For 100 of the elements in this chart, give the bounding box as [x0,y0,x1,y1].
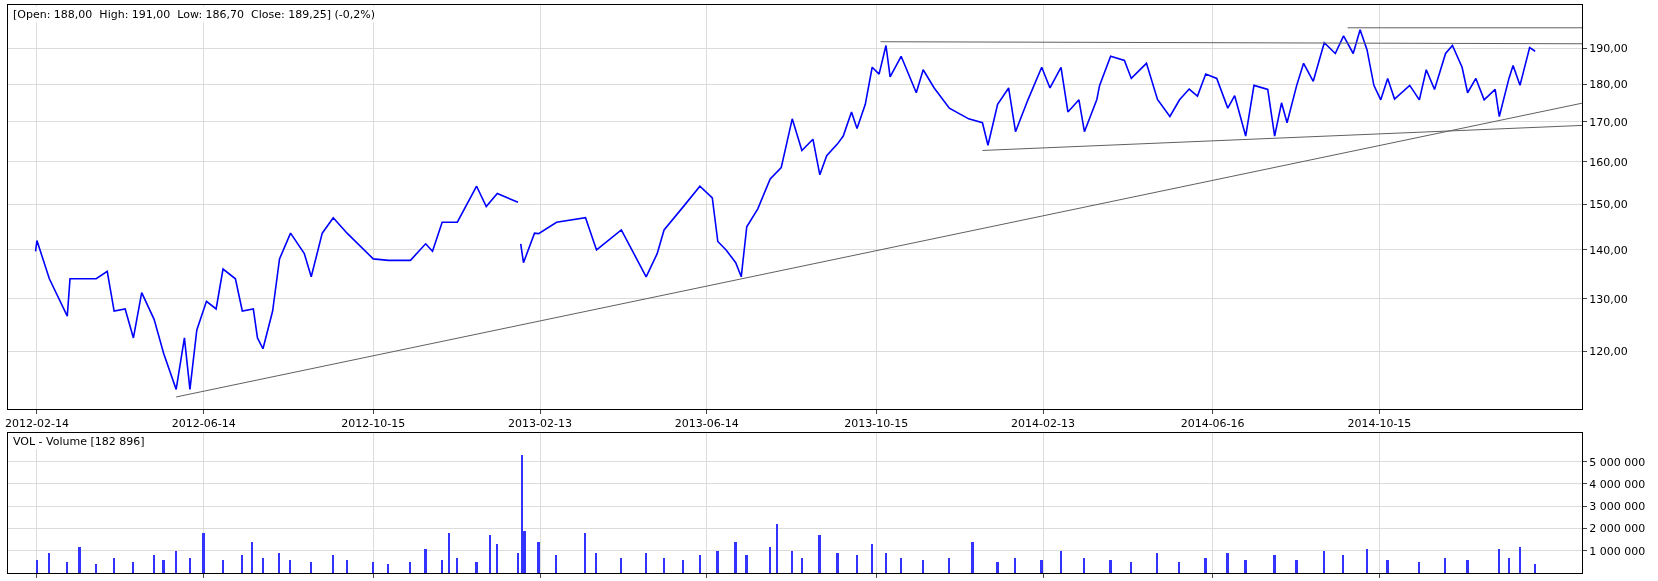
bar [1342,554,1344,573]
y-tick-label: 1 000 000 [1589,544,1646,558]
bar [1386,559,1389,573]
bar [332,554,334,573]
bar [922,559,924,573]
bar [996,561,999,573]
bar [734,541,737,573]
bar [885,552,887,573]
bar [1273,554,1276,573]
bar [537,541,540,573]
bar [663,557,665,573]
bar [1226,552,1229,573]
bar [948,557,950,573]
y-tick-label: 180,00 [1589,78,1628,92]
chart-title: [Open: 188,00 High: 191,00 Low: 186,70 Close: 189,25] (-0,2%) [13,8,376,21]
x-tick-label: 2013-10-15 [844,417,909,431]
bar [113,557,115,573]
bar [278,552,280,573]
bar [769,546,771,573]
chart-title: VOL - Volume [182 896] [13,435,145,448]
bar [871,543,873,573]
bar [682,559,684,573]
bar [66,561,68,573]
bar [175,550,177,573]
y-tick-label: 140,00 [1589,243,1628,257]
bar [162,559,165,573]
bar [1418,561,1420,573]
x-tick-label: 2012-02-14 [4,417,69,431]
bar [202,532,205,573]
x-tick-label: 2012-10-15 [341,417,406,431]
bar [1040,559,1043,573]
bar [78,546,81,573]
bar [1498,548,1500,573]
y-tick-label: 160,00 [1589,155,1628,169]
bar [818,534,821,573]
bar [595,552,597,573]
bar [1109,559,1112,573]
y-tick-label: 190,00 [1589,42,1628,56]
bar [262,557,264,573]
bar [496,543,498,573]
bar [555,554,557,573]
bar [241,554,243,573]
bar [251,541,253,573]
bar [971,541,974,573]
bar [1366,548,1368,573]
bar [1444,557,1446,573]
bar [900,557,902,573]
bar [1083,557,1085,573]
bar [409,561,411,573]
bar [1534,563,1536,573]
bar [48,552,50,573]
bar [791,550,793,573]
bar [1466,559,1469,573]
x-tick-label: 2014-10-15 [1347,417,1412,431]
bar [448,532,450,573]
bar [645,552,647,573]
x-tick-label: 2013-02-13 [508,417,572,431]
y-tick-label: 150,00 [1589,198,1628,212]
bar [584,532,586,573]
x-tick-label: 2013-06-14 [674,417,739,431]
y-tick-label: 5 000 000 [1589,455,1646,469]
bar [699,554,701,573]
bar [801,557,803,573]
y-tick-label: 4 000 000 [1589,477,1646,491]
bar [289,559,291,573]
bar [1295,559,1298,573]
bar [856,554,858,573]
bar [372,561,374,573]
bar [1156,552,1158,573]
bar [441,559,443,573]
bar [620,557,622,573]
bar [222,559,224,573]
y-tick-label: 3 000 000 [1589,500,1646,514]
y-tick-label: 120,00 [1589,345,1628,359]
y-tick-label: 2 000 000 [1589,522,1646,536]
bar [1178,561,1180,573]
bar [456,557,458,573]
bar [716,550,719,573]
bar [836,552,839,573]
bar [1323,550,1325,573]
bar [1014,557,1016,573]
bar [36,559,38,573]
x-tick-label: 2014-06-16 [1180,417,1245,431]
x-tick-label: 2012-06-14 [171,417,236,431]
y-tick-label: 130,00 [1589,292,1628,306]
bar [489,534,491,573]
bar [517,552,519,573]
bar [1130,561,1132,573]
x-tick-label: 2014-02-13 [1011,417,1076,431]
bar [1519,546,1521,573]
bar [424,548,427,573]
bar [776,523,778,573]
bar [1244,559,1247,573]
bar [310,561,312,573]
bar [387,563,389,573]
bar [745,554,748,573]
bar [132,561,134,573]
bar [1508,557,1510,573]
y-tick-label: 170,00 [1589,115,1628,129]
bar [95,563,97,573]
